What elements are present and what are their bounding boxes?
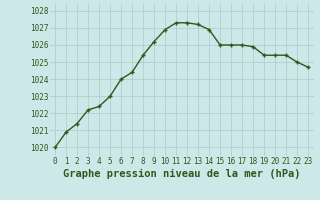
X-axis label: Graphe pression niveau de la mer (hPa): Graphe pression niveau de la mer (hPa): [63, 169, 300, 179]
